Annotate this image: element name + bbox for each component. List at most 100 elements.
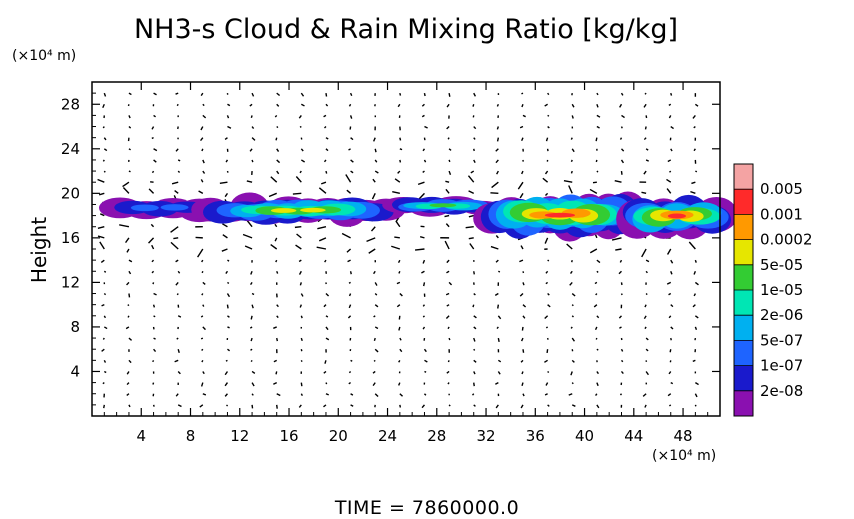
wind-vector [644,92,647,95]
wind-vector [620,348,624,352]
plot-frame [91,81,721,417]
wind-vector [125,326,130,330]
wind-vector [366,237,376,243]
colorbar-swatch [734,164,753,190]
wind-vector [370,226,376,232]
wind-vector [596,125,600,129]
wind-vector [692,304,696,308]
wind-vector [202,393,207,396]
wind-vector [224,137,228,141]
wind-vector [423,348,427,353]
wind-vector [374,282,378,286]
wind-vector [374,148,377,153]
wind-vector [620,148,625,152]
wind-vector [473,337,476,342]
wind-vector [399,148,403,151]
wind-vector [694,326,698,331]
wind-vector [392,191,400,195]
y-tick-label: 12 [61,273,80,291]
wind-vector [497,304,500,309]
wind-vector [445,223,450,228]
wind-vector [468,190,475,194]
y-axis-label: Height [27,217,51,283]
wind-vector [226,404,229,407]
wind-vector-field [97,92,699,409]
wind-vector [300,293,304,297]
wind-vector [542,177,549,183]
wind-vector [99,241,105,250]
wind-vector [350,170,354,174]
wind-vector [173,237,179,240]
wind-vector [102,337,105,340]
wind-vector [270,243,278,250]
wind-vector [103,293,107,296]
wind-vector [522,349,525,353]
wind-vector [273,359,278,363]
wind-vector [373,137,376,142]
wind-vector [250,337,253,342]
wind-vector [246,220,253,228]
wind-vector [495,159,499,164]
wind-vector [274,223,278,228]
wind-vector [693,293,696,297]
wind-vector [299,125,302,128]
wind-vector [200,337,204,340]
wind-vector [295,244,302,250]
chart-title: NH3-s Cloud & Rain Mixing Ratio [kg/kg] [134,14,678,45]
x-tick-label: 40 [575,427,594,445]
wind-vector [251,304,254,309]
wind-vector [373,337,376,342]
wind-vector [273,326,277,329]
wind-vector [547,370,550,374]
wind-vector [447,382,450,385]
wind-vector [496,137,500,142]
wind-vector [103,315,107,319]
wind-vector [596,404,600,409]
wind-vector [666,281,672,285]
wind-vector [397,382,401,386]
wind-vector [102,126,105,129]
wind-vector [298,270,302,275]
wind-vector [545,281,549,285]
wind-vector [349,271,352,275]
wind-vector [422,259,426,264]
wind-vector [198,190,204,194]
wind-vector [126,371,130,375]
wind-vector [424,370,427,373]
wind-vector [97,226,105,230]
colorbar: 0.005 0.001 0.0002 5e-05 1e-05 2e-06 5e-07 1e-0… [733,163,813,417]
wind-vector [151,126,155,130]
wind-vector [568,393,573,396]
wind-vector [97,235,105,239]
wind-vector [568,185,573,194]
wind-vector [473,148,475,152]
wind-vector [694,404,697,407]
wind-vector [99,213,105,217]
wind-vector [298,259,302,263]
wind-vector [423,393,427,396]
wind-vector [521,104,524,108]
wind-vector [619,103,623,108]
wind-vector [596,92,599,96]
wind-vector [292,192,302,195]
wind-vector [694,103,699,107]
colorbar-label: 2e-08 [760,382,803,400]
wind-vector [348,382,351,385]
x-unit-label: (×10⁴ m) [652,448,716,464]
wind-vector [520,359,524,363]
wind-vector [668,103,672,106]
wind-vector [468,214,474,218]
wind-vector [444,214,450,218]
wind-vector [521,170,524,175]
wind-vector [316,246,327,250]
wind-vector [547,293,550,296]
wind-vector [151,170,155,174]
wind-vector [200,179,204,183]
wind-vector [589,248,598,254]
wind-vector [496,126,500,130]
wind-vector [570,371,573,376]
wind-vector [547,125,550,129]
wind-vector [174,359,179,363]
wind-vector [399,348,403,353]
